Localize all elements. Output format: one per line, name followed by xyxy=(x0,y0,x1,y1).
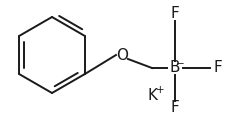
Text: F: F xyxy=(170,7,179,22)
Text: F: F xyxy=(170,101,179,116)
Text: −: − xyxy=(175,59,184,69)
Text: K: K xyxy=(147,87,157,102)
Text: +: + xyxy=(155,85,164,95)
Text: B: B xyxy=(169,60,180,76)
Text: F: F xyxy=(213,60,221,76)
Text: O: O xyxy=(115,48,128,63)
